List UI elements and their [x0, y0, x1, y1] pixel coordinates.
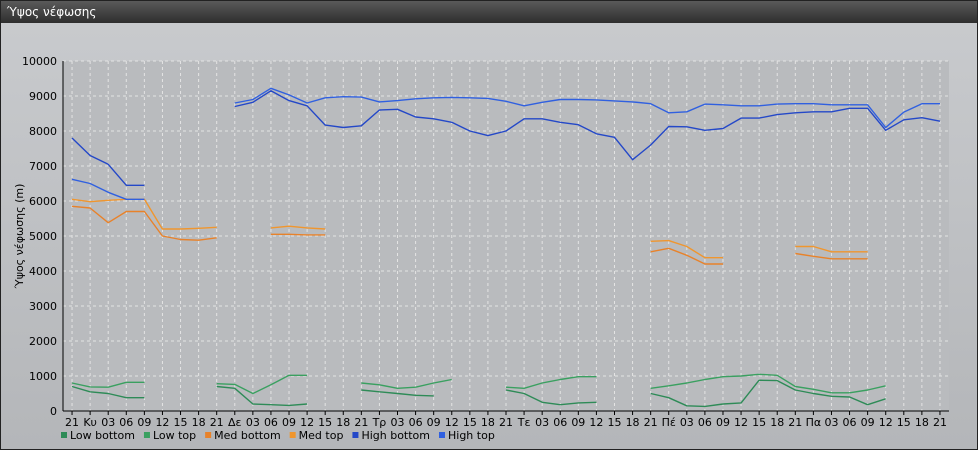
x-tick-label: 06 [409, 416, 423, 429]
x-tick-label: Πέ [662, 416, 676, 429]
legend-label: High top [448, 429, 495, 442]
x-tick-label: 21 [499, 416, 513, 429]
x-tick-label: Τε [517, 416, 531, 429]
legend-swatch [289, 432, 296, 438]
x-tick-label: 15 [607, 416, 621, 429]
legend-label: Med top [299, 429, 344, 442]
x-tick-label: 06 [698, 416, 712, 429]
x-tick-label: 06 [553, 416, 567, 429]
x-tick-label: 21 [210, 416, 224, 429]
x-tick-label: 03 [824, 416, 838, 429]
legend-swatch [143, 432, 150, 438]
y-tick-label: 3000 [29, 300, 57, 313]
x-tick-label: 18 [192, 416, 206, 429]
x-tick-label: 21 [933, 416, 947, 429]
y-tick-label: 10000 [22, 55, 57, 68]
legend-label: Med bottom [214, 429, 281, 442]
series-line-high-bottom [71, 90, 941, 186]
x-tick-label: 18 [336, 416, 350, 429]
x-tick-label: 12 [300, 416, 314, 429]
x-tick-label: 09 [282, 416, 296, 429]
x-tick-label: 03 [101, 416, 115, 429]
cloud-height-chart: 0 1000 2000 3000 4000 5000 6000 7000 8000 9000 100… [13, 55, 949, 442]
legend-swatch [439, 432, 445, 438]
x-tick-label: 06 [119, 416, 133, 429]
x-tick-label: 12 [879, 416, 893, 429]
y-axis-label: Ύψος νέφωσης (m) [13, 184, 26, 290]
legend-swatch [61, 432, 67, 438]
x-tick-label: 06 [843, 416, 857, 429]
x-tick-label: 03 [246, 416, 260, 429]
legend-swatch [352, 432, 359, 438]
x-tick-label: 12 [589, 416, 603, 429]
x-tick-label: 03 [391, 416, 405, 429]
x-tick-label: 12 [445, 416, 459, 429]
x-tick-label: 18 [626, 416, 640, 429]
y-tick-label: 7000 [29, 160, 57, 173]
x-tick-label: Πα [806, 416, 822, 429]
y-tick-label: 2000 [29, 335, 57, 348]
series-line-high-top [71, 87, 940, 200]
x-tick-label: Τρ [372, 416, 387, 429]
y-tick-label: 5000 [29, 230, 57, 243]
x-tick-label: 09 [716, 416, 730, 429]
x-tick-label: 09 [571, 416, 585, 429]
x-tick-label: 15 [752, 416, 766, 429]
series-line-low-top [71, 373, 886, 395]
y-tick-label: 6000 [29, 195, 57, 208]
legend-label: Low bottom [70, 429, 135, 442]
series-line-med-bottom [71, 205, 868, 265]
x-tick-label: 12 [734, 416, 748, 429]
x-tick-label: 21 [788, 416, 802, 429]
x-tick-label: 06 [264, 416, 278, 429]
x-tick-label: 15 [897, 416, 911, 429]
x-tick-label: 21 [644, 416, 658, 429]
series-line-low-bottom [71, 379, 886, 408]
legend-swatch [205, 432, 212, 438]
x-tick-label: 18 [481, 416, 495, 429]
window-title: Ύψος νέφωσης [1, 1, 977, 23]
y-tick-label: 1000 [29, 370, 57, 383]
y-tick-label: 0 [50, 405, 57, 418]
x-tick-label: 21 [65, 416, 79, 429]
x-tick-label: 15 [318, 416, 332, 429]
x-tick-label: Κυ [83, 416, 97, 429]
x-tick-label: 03 [680, 416, 694, 429]
x-tick-label: 09 [137, 416, 151, 429]
x-tick-label: 15 [463, 416, 477, 429]
y-tick-label: 8000 [29, 125, 57, 138]
x-tick-label: 09 [861, 416, 875, 429]
x-tick-label: 18 [770, 416, 784, 429]
x-tick-label: 21 [354, 416, 368, 429]
x-tick-label: 15 [174, 416, 188, 429]
x-tick-label: 09 [427, 416, 441, 429]
x-tick-label: 18 [915, 416, 929, 429]
x-tick-label: Δε [228, 416, 242, 429]
legend-label: High bottom [361, 429, 430, 442]
y-tick-label: 4000 [29, 265, 57, 278]
legend-label: Low top [153, 429, 196, 442]
y-tick-label: 9000 [29, 90, 57, 103]
x-tick-label: 12 [155, 416, 169, 429]
x-tick-label: 03 [535, 416, 549, 429]
